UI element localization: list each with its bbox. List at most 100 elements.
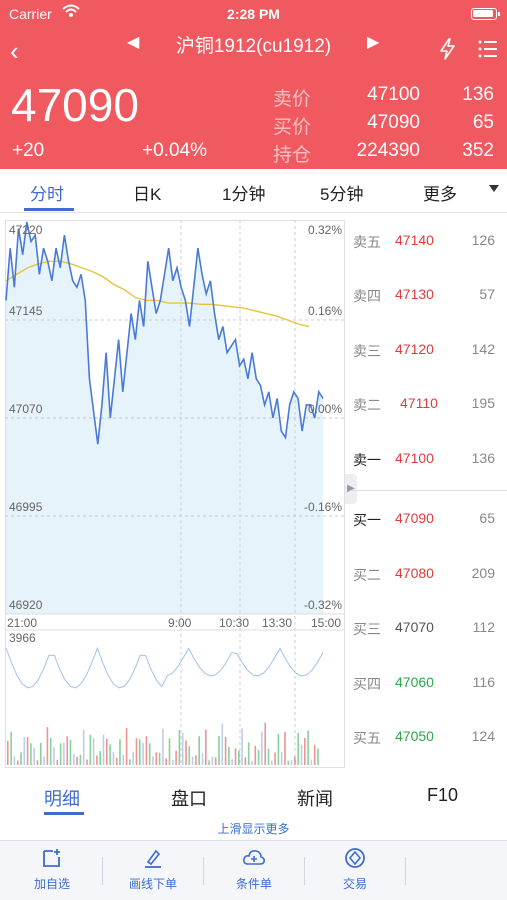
volume-bar — [313, 744, 316, 765]
volume-bar — [241, 728, 243, 765]
volume-bar — [119, 739, 121, 765]
intraday-chart[interactable]: 47220 47145 47070 46995 46920 0.32% 0.16… — [5, 220, 345, 768]
tab-news[interactable]: 新闻 — [297, 789, 333, 809]
back-button[interactable]: ‹ — [10, 36, 19, 66]
volume-bar — [145, 736, 148, 765]
order-book-row[interactable]: 卖四 47130 57 — [350, 286, 507, 316]
volume-bar — [109, 744, 111, 765]
volume-bar — [195, 755, 197, 765]
tab-more[interactable]: 更多 — [423, 185, 457, 204]
order-book-row[interactable]: 买三 47070 112 — [350, 619, 507, 649]
draw-line-order-button[interactable]: 画线下单 — [103, 847, 203, 892]
add-watchlist-button[interactable]: 加自选 — [2, 847, 102, 892]
order-book-row[interactable]: 买二 47080 209 — [350, 565, 507, 595]
toolbar-label: 交易 — [342, 877, 367, 891]
last-price: 47090 — [11, 79, 139, 131]
volume-bar — [208, 760, 210, 765]
volume-bar — [175, 750, 177, 765]
order-book-row[interactable]: 卖二 47110 195 — [350, 395, 507, 425]
volume-bar — [178, 730, 181, 765]
x-tick-label: 15:00 — [311, 616, 342, 630]
level-label: 卖四 — [353, 288, 381, 304]
volume-bar — [307, 730, 309, 765]
order-book-row[interactable]: 买一 47090 65 — [350, 510, 507, 540]
x-tick-label: 13:30 — [262, 616, 293, 630]
level-label: 卖一 — [353, 452, 381, 468]
level-label: 卖五 — [353, 234, 381, 250]
tab-details[interactable]: 明细 — [44, 789, 80, 809]
level-qty: 112 — [472, 619, 495, 635]
tab-daily-k[interactable]: 日K — [133, 185, 162, 204]
volume-bar — [40, 742, 42, 765]
volume-bar — [53, 747, 55, 765]
volume-bar — [7, 741, 9, 765]
draw-line-icon — [145, 849, 161, 868]
volume-bar — [205, 729, 207, 765]
volume-bar — [33, 747, 35, 765]
volume-bar — [287, 760, 290, 765]
volume-bar — [129, 759, 131, 765]
volume-bar — [46, 727, 49, 765]
conditional-order-button[interactable]: 条件单 — [204, 847, 304, 892]
tab-5min[interactable]: 5分钟 — [320, 185, 364, 204]
menu-icon[interactable] — [478, 40, 498, 63]
level-label: 买二 — [353, 567, 381, 583]
previous-contract-icon[interactable]: ◀ — [127, 34, 140, 51]
level-price: 47110 — [400, 395, 438, 411]
pct-tick-label: -0.32% — [303, 598, 342, 612]
volume-bar — [76, 756, 78, 765]
volume-bar — [59, 743, 62, 765]
tab-f10[interactable]: F10 — [427, 785, 459, 805]
volume-bar — [16, 760, 19, 765]
volume-bar — [231, 759, 233, 765]
trade-button[interactable]: 交易 — [305, 847, 405, 892]
ask-price: 47100 — [367, 84, 420, 105]
volume-bar — [294, 756, 296, 765]
order-book-row[interactable]: 卖一 47100 136 — [350, 450, 507, 480]
volume-bar — [43, 756, 45, 765]
volume-max-label: 3966 — [9, 631, 36, 645]
trade-icon — [345, 848, 365, 868]
open-interest-change: 352 — [462, 140, 494, 161]
volume-bar — [142, 742, 144, 765]
contract-title[interactable]: 沪铜1912(cu1912) — [175, 36, 332, 57]
next-contract-icon[interactable]: ▶ — [367, 34, 380, 51]
dropdown-icon[interactable] — [489, 185, 499, 192]
volume-bar — [148, 743, 151, 765]
level-price: 47120 — [395, 341, 434, 357]
tab-1min[interactable]: 1分钟 — [222, 185, 266, 204]
volume-bar — [139, 739, 141, 765]
level-qty: 57 — [479, 286, 495, 302]
pct-tick-label: 0.16% — [307, 304, 342, 318]
swipe-up-hint[interactable]: 上滑显示更多 — [217, 822, 290, 836]
volume-bar — [271, 760, 273, 765]
volume-bar — [300, 744, 303, 765]
volume-bar — [317, 748, 319, 765]
order-book-row[interactable]: 买四 47060 116 — [350, 674, 507, 704]
toolbar-divider — [405, 857, 406, 885]
volume-bar — [168, 738, 171, 765]
volume-bar — [56, 759, 59, 765]
volume-bar — [49, 737, 52, 765]
order-book-row[interactable]: 卖五 47140 126 — [350, 232, 507, 262]
y-tick-label: 46920 — [9, 598, 43, 612]
volume-bar — [274, 752, 276, 765]
volume-bar — [185, 740, 187, 765]
expand-handle-icon[interactable]: ▶ — [345, 474, 357, 504]
x-tick-label: 9:00 — [168, 616, 192, 630]
order-book-row[interactable]: 买五 47050 124 — [350, 728, 507, 758]
level-price: 47050 — [395, 728, 434, 744]
open-interest-value: 224390 — [356, 140, 420, 161]
tab-order-book[interactable]: 盘口 — [171, 789, 207, 809]
toolbar-divider — [203, 857, 204, 885]
volume-bar — [267, 748, 270, 765]
pct-tick-label: 0.00% — [307, 402, 342, 416]
lightning-icon[interactable] — [438, 38, 458, 65]
toolbar-label: 加自选 — [33, 877, 70, 891]
order-book-row[interactable]: 卖三 47120 142 — [350, 341, 507, 371]
x-tick-label: 21:00 — [7, 616, 38, 630]
toolbar-divider — [304, 857, 305, 885]
volume-bar — [92, 738, 95, 765]
y-tick-label: 46995 — [9, 500, 43, 514]
tab-intraday[interactable]: 分时 — [30, 185, 64, 204]
